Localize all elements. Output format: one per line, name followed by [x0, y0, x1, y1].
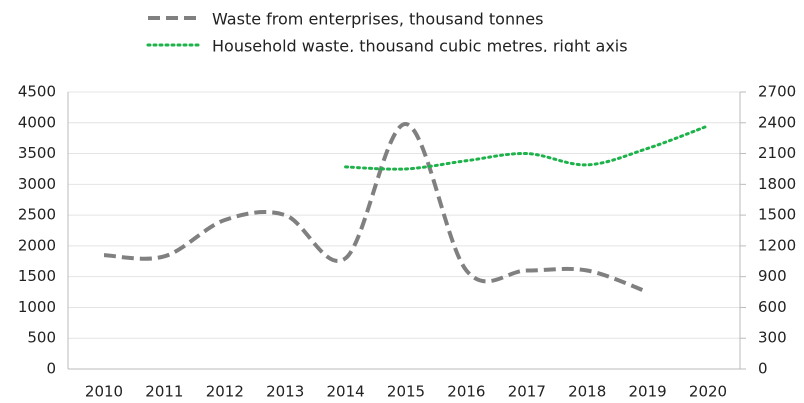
- x-tick-label: 2013: [266, 383, 304, 401]
- y2-tick-label: 1200: [758, 236, 796, 254]
- y-tick-label: 4000: [18, 113, 56, 131]
- x-tick-label: 2015: [387, 383, 425, 401]
- y2-tick-label: 2100: [758, 144, 796, 162]
- y-tick-label: 3000: [18, 175, 56, 193]
- x-tick-label: 2019: [629, 383, 667, 401]
- y2-tick-label: 2700: [758, 83, 796, 101]
- y2-tick-label: 600: [758, 298, 787, 316]
- x-tick-label: 2020: [689, 383, 727, 401]
- y-tick-label: 2500: [18, 206, 56, 224]
- x-tick-label: 2012: [206, 383, 244, 401]
- y2-tick-label: 0: [758, 360, 768, 378]
- y-tick-label: 0: [46, 360, 56, 378]
- y2-tick-label: 300: [758, 329, 787, 347]
- x-tick-label: 2018: [568, 383, 606, 401]
- x-tick-label: 2016: [447, 383, 485, 401]
- x-tick-label: 2017: [508, 383, 546, 401]
- y-tick-label: 1500: [18, 267, 56, 285]
- x-tick-label: 2011: [145, 383, 183, 401]
- x-tick-label: 2010: [85, 383, 123, 401]
- y-tick-label: 1000: [18, 298, 56, 316]
- legend-label: Waste from enterprises, thousand tonnes: [212, 10, 543, 29]
- series-line: [344, 124, 710, 171]
- series-line: [103, 122, 649, 294]
- legend-label: Household waste, thousand cubic metres, …: [212, 37, 628, 56]
- y-tick-label: 3500: [18, 144, 56, 162]
- x-tick-label: 2014: [327, 383, 365, 401]
- y2-tick-label: 1800: [758, 175, 796, 193]
- y2-tick-label: 900: [758, 267, 787, 285]
- y2-tick-label: 1500: [758, 206, 796, 224]
- legend: Waste from enterprises, thousand tonnes H…: [146, 10, 628, 56]
- y-tick-label: 4500: [18, 83, 56, 101]
- y-tick-label: 500: [27, 329, 56, 347]
- y2-tick-label: 2400: [758, 113, 796, 131]
- y-tick-label: 2000: [18, 236, 56, 254]
